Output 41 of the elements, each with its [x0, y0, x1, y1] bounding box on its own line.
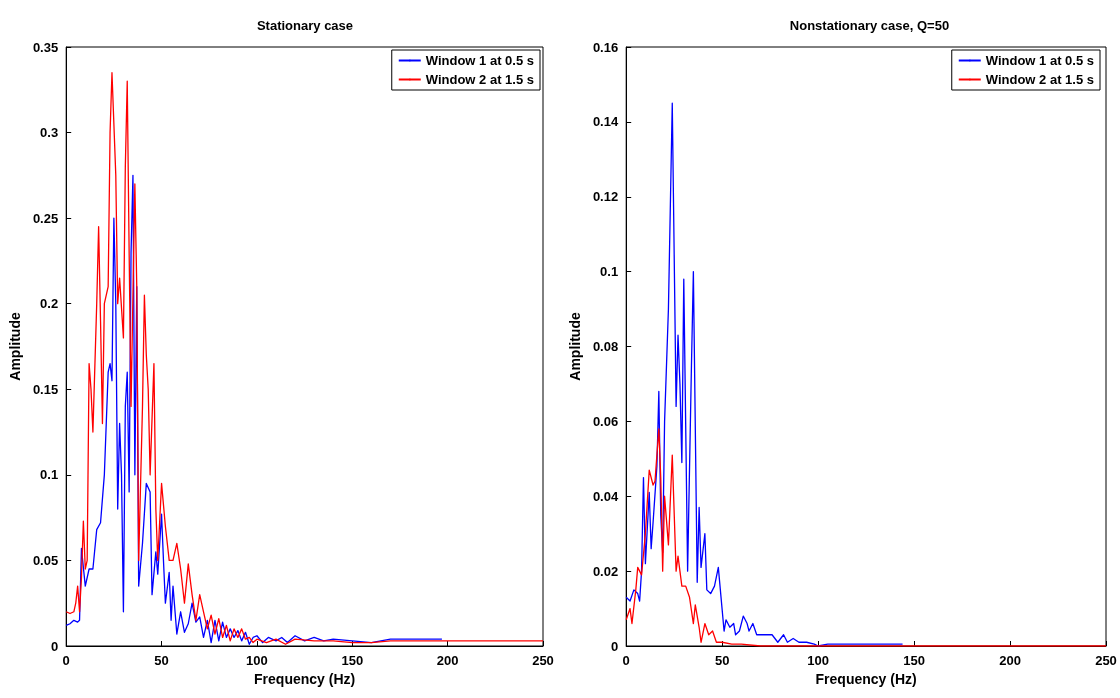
legend-label: Window 2 at 1.5 s	[425, 72, 535, 87]
line-series	[625, 102, 904, 647]
y-tick-label: 0.35	[32, 39, 59, 55]
y-tick-label: 0.25	[32, 210, 59, 226]
y-tick-label: 0.12	[592, 189, 619, 205]
y-tick-label: 0.2	[40, 296, 59, 312]
x-tick-label: 100	[807, 653, 829, 668]
chart-title: Stationary case	[256, 18, 354, 33]
y-tick-label: 0.08	[592, 339, 619, 354]
y-tick-label: 0.1	[600, 264, 619, 280]
x-tick-label: 50	[714, 653, 730, 668]
y-tick-label: 0.16	[592, 39, 619, 55]
x-tick-label: 200	[436, 653, 459, 668]
y-tick-label: 0.15	[32, 381, 59, 397]
legend-label: Window 1 at 0.5 s	[425, 53, 535, 68]
y-tick-label: 0.04	[592, 488, 619, 504]
x-tick-label: 150	[903, 653, 925, 668]
legend-label: Window 1 at 0.5 s	[985, 53, 1095, 68]
y-tick-label: 0	[610, 638, 619, 654]
x-tick-label: 0	[62, 653, 70, 668]
y-tick-label: 0.05	[32, 552, 59, 568]
x-axis-title: Frequency (Hz)	[815, 670, 917, 687]
x-tick-label: 250	[532, 653, 554, 668]
x-tick-label: 100	[246, 653, 268, 668]
y-axis-title: Amplitude	[7, 312, 23, 381]
x-tick-label: 50	[154, 653, 169, 668]
y-tick-label: 0.06	[592, 413, 619, 429]
x-tick-label: 150	[341, 653, 364, 668]
x-tick-label: 0	[622, 653, 630, 668]
legend-label: Window 2 at 1.5 s	[985, 72, 1095, 87]
y-tick-label: 0	[50, 638, 59, 654]
x-tick-label: 200	[999, 653, 1021, 668]
y-tick-label: 0.02	[592, 563, 619, 579]
x-axis-title: Frequency (Hz)	[254, 670, 356, 687]
y-axis-title: Amplitude	[567, 312, 583, 381]
y-tick-label: 0.1	[40, 467, 59, 483]
chart-title: Nonstationary case, Q=50	[789, 18, 950, 33]
y-tick-label: 0.14	[592, 114, 619, 130]
line-series	[65, 174, 443, 645]
y-tick-label: 0.3	[40, 125, 59, 141]
x-tick-label: 250	[1095, 653, 1117, 668]
